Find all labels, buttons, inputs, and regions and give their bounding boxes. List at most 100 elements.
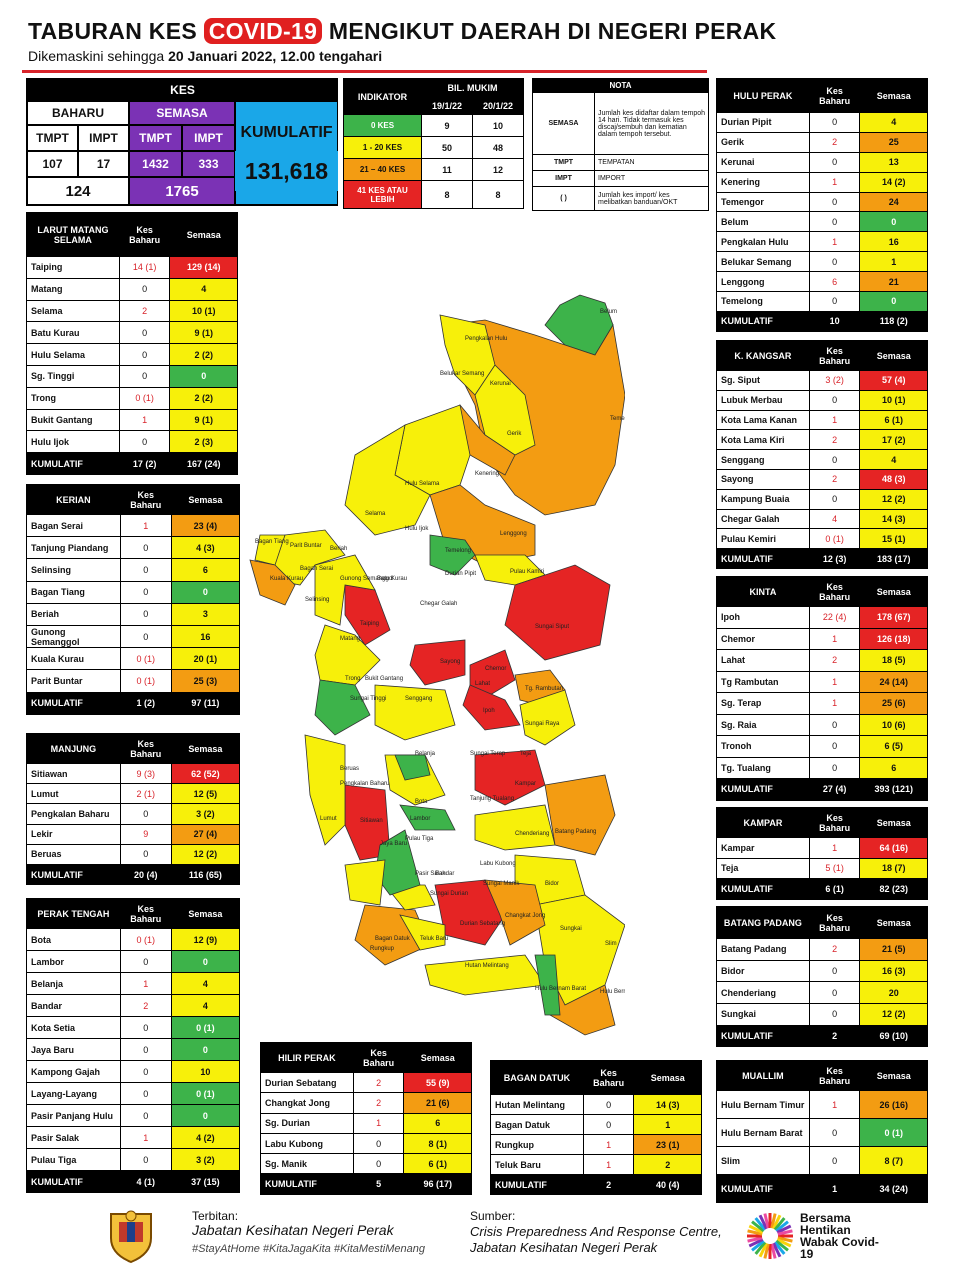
map-label: Sitiawan (360, 818, 383, 824)
map-label: Kuala Kurau (270, 576, 303, 582)
area-name: Kampar (716, 837, 810, 859)
table-row: Hutan Melintang 0 14 (3) (490, 1094, 702, 1115)
active-cases: 0 (170, 1038, 241, 1061)
indicator-row: 41 KES ATAU LEBIH 8 8 (343, 180, 524, 209)
active-cases: 18 (5) (859, 649, 928, 672)
table-row: Bota 0 (1) 12 (9) (26, 928, 241, 951)
cumulative-row: KUMULATIF 1 (2) 97 (11) (26, 691, 241, 715)
map-label: Sungai Siput (535, 624, 569, 630)
new-cases: 0 (119, 536, 172, 560)
new-cases: 1 (118, 408, 171, 432)
active-cases: 0 (1) (170, 1082, 241, 1105)
area-name: Pulau Tiga (26, 1148, 121, 1171)
map-region (314, 679, 371, 736)
area-name: Gerik (716, 131, 810, 153)
active-cases: 4 (170, 972, 241, 995)
table-row: Matang 0 4 (26, 277, 238, 301)
active-cases: 10 (6) (859, 713, 928, 736)
table-row: Lenggong 6 21 (716, 271, 928, 293)
cumulative-row: KUMULATIF 27 (4) 393 (121) (716, 778, 928, 801)
new-cases: 9 (3) (119, 762, 172, 785)
mukim-count-2: 48 (472, 136, 524, 159)
cumulative-active: 118 (2) (859, 310, 928, 332)
logo-ray (754, 1217, 767, 1231)
active-cases: 25 (859, 131, 928, 153)
active-cases: 4 (169, 277, 238, 301)
district-name: HILIR PERAK (260, 1042, 354, 1073)
sumber-label: Sumber: (470, 1209, 516, 1223)
indicator-row: 1 - 20 KES 50 48 (343, 136, 524, 159)
date-2: 20/1/22 (472, 96, 524, 115)
cumulative-new: 27 (4) (808, 778, 861, 801)
map-label: Temengor (610, 416, 625, 422)
new-cases: 2 (808, 429, 861, 451)
map-label: Kampar (515, 781, 536, 787)
page-subtitle: Dikemaskini sehingga 20 Januari 2022, 12… (28, 48, 383, 64)
active-cases: 25 (6) (859, 692, 928, 715)
indicator-label: 21 – 40 KES (343, 158, 422, 181)
map-label: Belanja (415, 751, 436, 757)
active-cases: 23 (1) (633, 1134, 702, 1155)
table-row: Beriah 0 3 (26, 602, 241, 626)
active-cases: 12 (2) (170, 843, 241, 865)
area-name: Hulu Bernam Timur (716, 1090, 810, 1119)
map-label: Hulu Bernam Barat (535, 986, 586, 992)
col-semasa: Semasa (859, 576, 928, 607)
area-name: Ipoh (716, 606, 810, 629)
active-cases: 16 (859, 231, 928, 253)
active-cases: 2 (2) (169, 343, 238, 366)
new-cases: 2 (808, 468, 861, 490)
map-region (474, 804, 556, 851)
area-name: Parit Buntar (26, 669, 121, 693)
table-row: Sg. Raia 0 10 (6) (716, 713, 928, 736)
new-cases: 0 (119, 1060, 172, 1083)
active-cases: 55 (9) (403, 1071, 472, 1094)
nota-table: NOTA SEMASA Jumlah kes didaftar dalam tem… (532, 78, 709, 211)
cumulative-label: KUMULATIF (716, 778, 810, 801)
area-name: Lekir (26, 823, 121, 845)
active-cases: 2 (2) (169, 386, 238, 410)
col-semasa: Semasa (170, 484, 241, 515)
col-kes-baharu: Kes Baharu (808, 78, 861, 113)
table-row: Bagan Datuk 0 1 (490, 1114, 702, 1135)
table-row: Lahat 2 18 (5) (716, 649, 928, 672)
col-kes-baharu: Kes Baharu (352, 1042, 405, 1073)
new-cases: 1 (808, 231, 861, 253)
new-cases: 0 (119, 1016, 172, 1039)
map-label: Selinsing (305, 597, 329, 603)
area-name: Kota Setia (26, 1016, 121, 1039)
map-label: Kenering (475, 471, 499, 477)
table-row: Changkat Jong 2 21 (6) (260, 1092, 472, 1114)
cumulative-active: 40 (4) (633, 1174, 702, 1195)
area-name: Kampung Buaia (716, 488, 810, 510)
new-cases: 0 (118, 364, 171, 388)
map-label: Sungai Tinggi (350, 696, 386, 702)
table-row: Senggang 0 4 (716, 449, 928, 470)
table-row: Kuala Kurau 0 (1) 20 (1) (26, 647, 241, 671)
area-name: Sayong (716, 468, 810, 490)
active-cases: 15 (1) (859, 528, 928, 550)
new-cases: 2 (808, 131, 861, 153)
district-table-hulu-perak: HULU PERAK Kes Baharu Semasa Durian Pipit 0 4… (716, 78, 928, 332)
table-row: Kenering 1 14 (2) (716, 171, 928, 193)
new-cases: 0 (808, 211, 861, 233)
map-label: Sungai Raya (525, 721, 560, 727)
map-region (544, 774, 616, 856)
map-label: Bandar (435, 871, 454, 877)
map-label: Pulau Kamiri (510, 569, 544, 575)
map-label: Slim (605, 941, 617, 947)
map-region (429, 534, 476, 576)
new-cases: 0 (808, 735, 861, 758)
new-cases: 0 (118, 277, 171, 301)
map-region (344, 859, 386, 906)
new-cases: 0 (352, 1153, 405, 1175)
table-row: Bukit Gantang 1 9 (1) (26, 408, 238, 432)
mukim-count-1: 11 (421, 158, 473, 181)
crest-icon (110, 1210, 152, 1264)
table-row: Bagan Tiang 0 0 (26, 580, 241, 604)
active-cases: 12 (9) (170, 928, 241, 951)
area-name: Belukar Semang (716, 251, 810, 273)
col-semasa: Semasa (403, 1042, 472, 1073)
col-kes-baharu: Kes Baharu (808, 807, 861, 838)
cumulative-row: KUMULATIF 6 (1) 82 (23) (716, 878, 928, 900)
